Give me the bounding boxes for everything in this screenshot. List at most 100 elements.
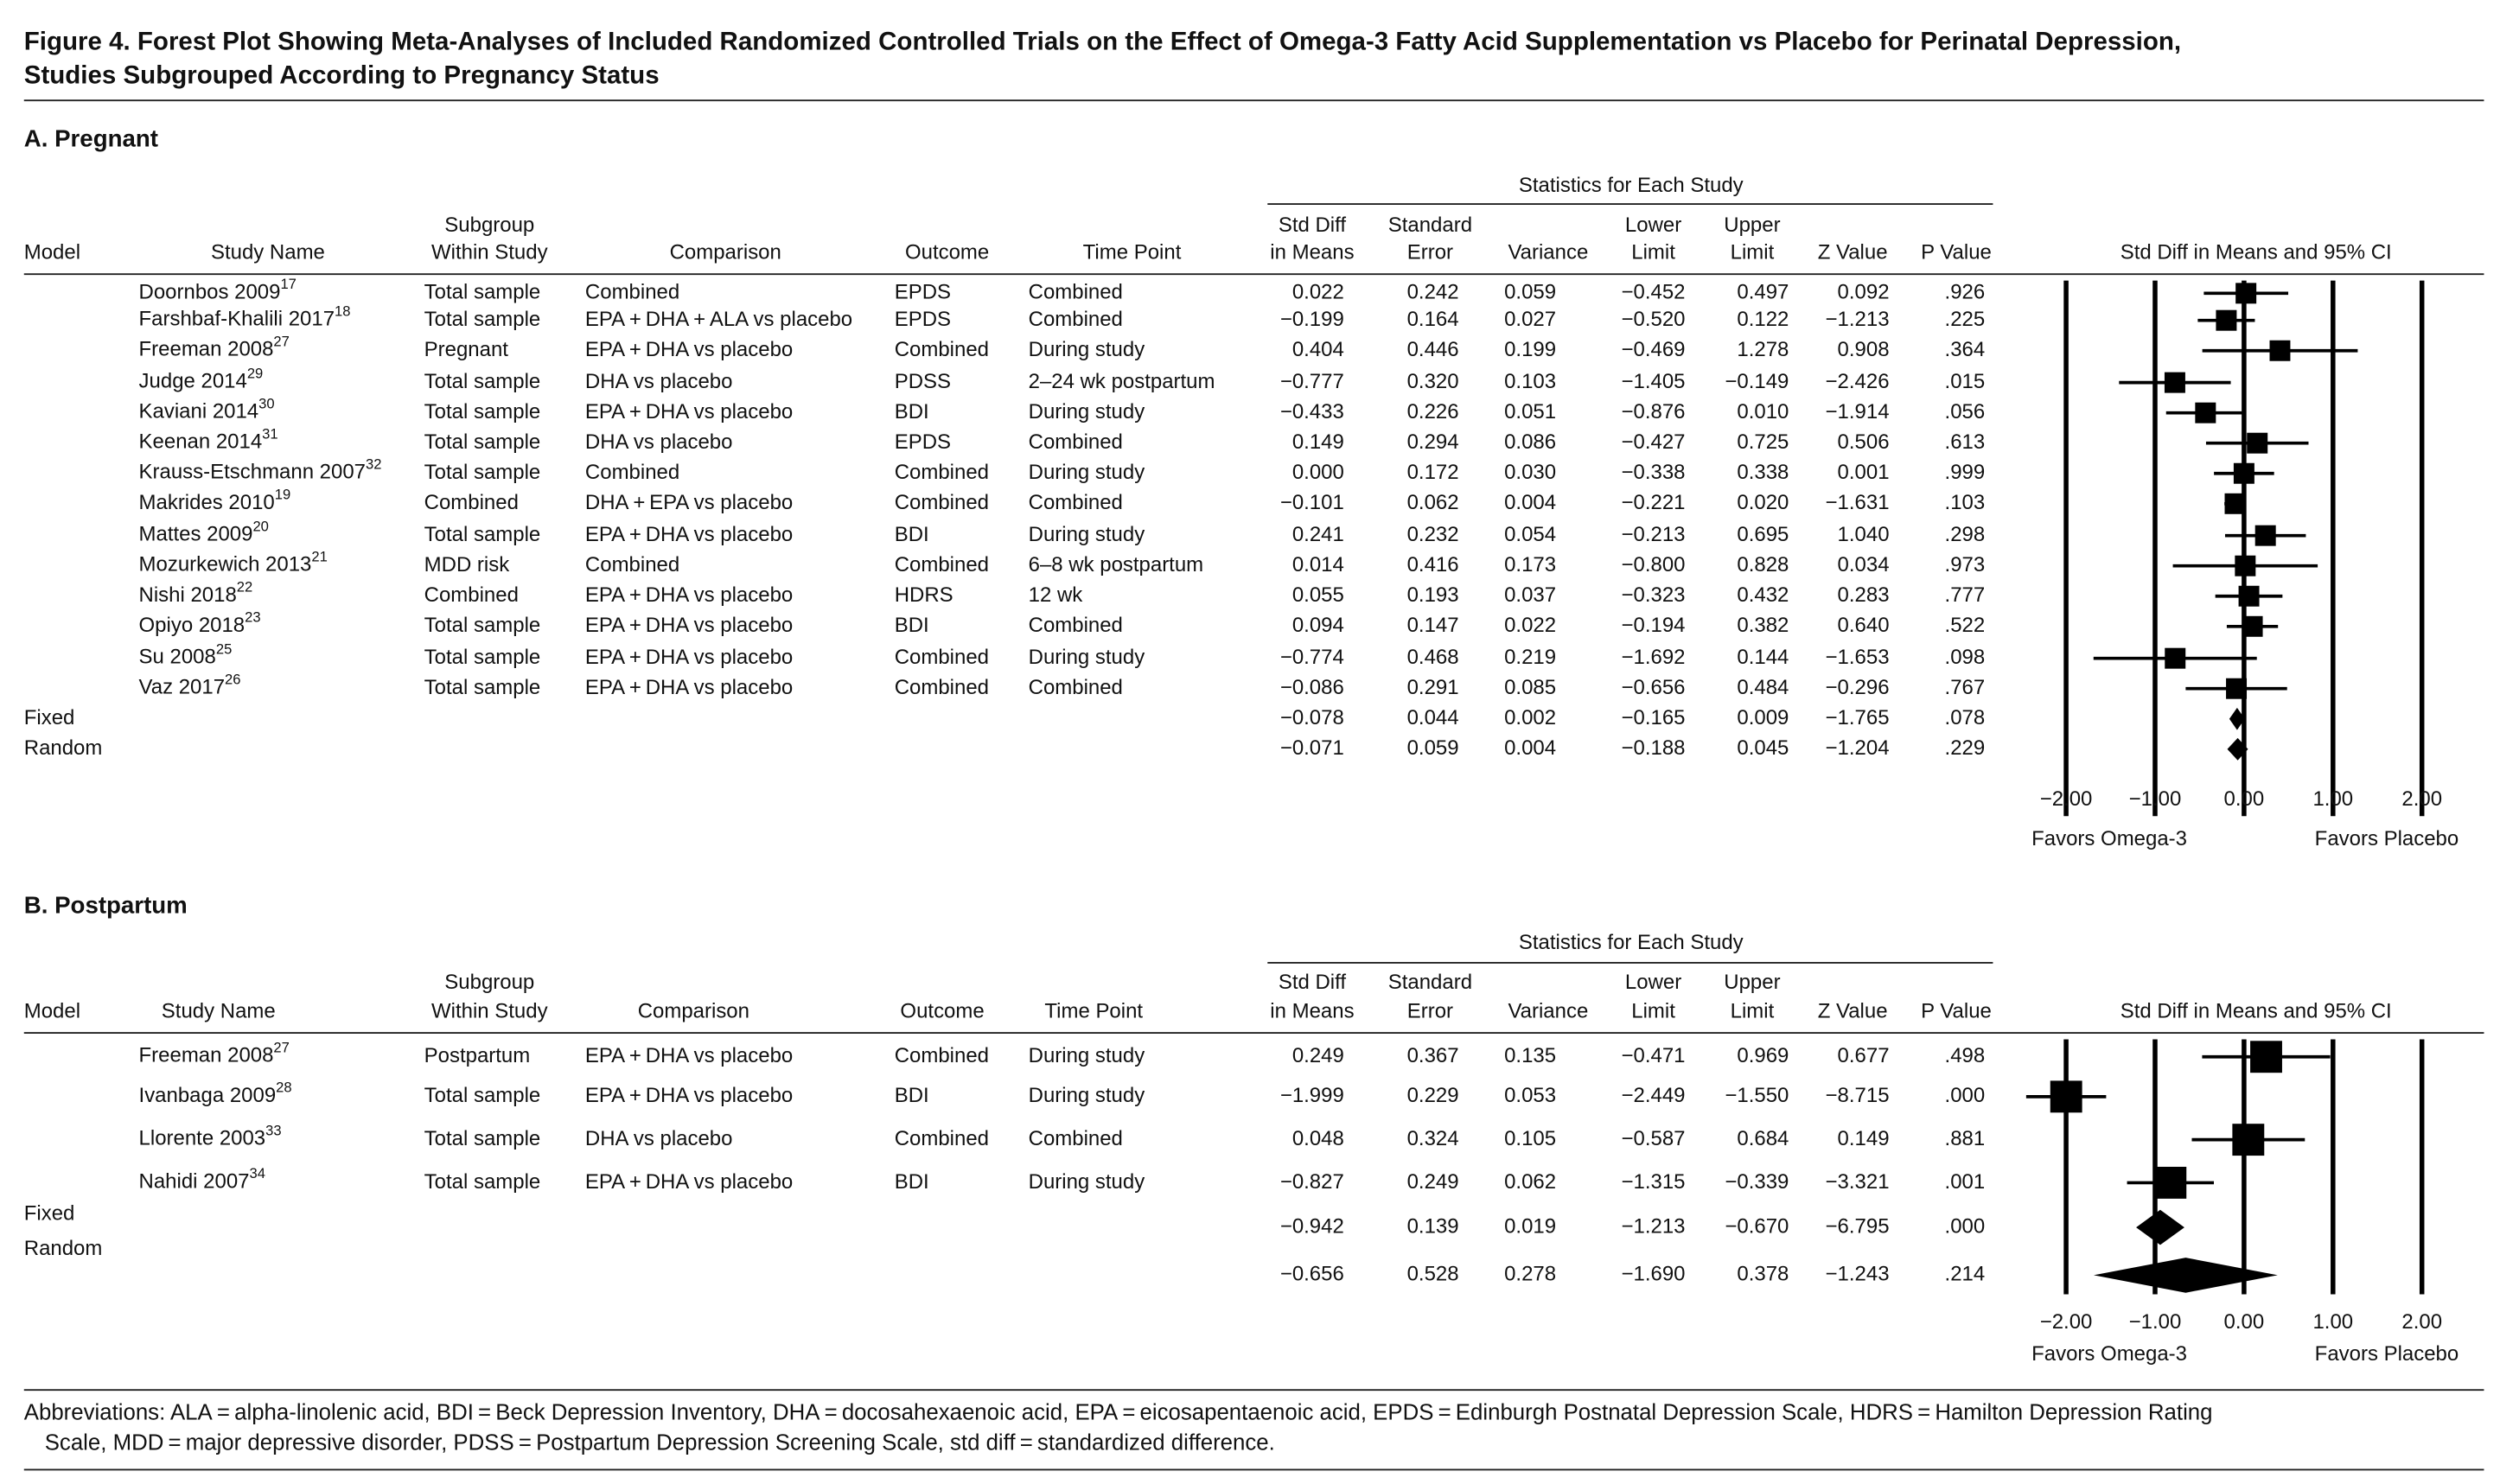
- stat-cell: .214: [1945, 1263, 1986, 1286]
- column-header: Outcome: [905, 241, 989, 264]
- stat-cell: −0.194: [1621, 614, 1685, 637]
- column-header: Limit: [1731, 241, 1775, 264]
- effect-square: [2226, 678, 2248, 699]
- column-header: Std Diff: [1279, 213, 1346, 237]
- cell-outcome: Combined: [895, 1127, 989, 1150]
- favors-label: Favors Omega-3: [2031, 827, 2187, 850]
- stat-cell: −1.405: [1621, 370, 1685, 393]
- column-header: Z Value: [1818, 241, 1888, 264]
- study-name-text: Nahidi 2007: [139, 1170, 250, 1194]
- stat-cell: 0.320: [1407, 370, 1459, 393]
- column-header: Model: [24, 999, 80, 1022]
- stat-cell: .926: [1945, 281, 1986, 304]
- stat-cell: −0.469: [1621, 338, 1685, 361]
- reference: 33: [265, 1123, 281, 1139]
- cell-comparison: Combined: [585, 281, 679, 304]
- study-name: Farshbaf-Khalili 201718: [139, 303, 351, 331]
- stat-cell: 0.105: [1504, 1127, 1556, 1150]
- stat-cell: 0.432: [1737, 583, 1789, 607]
- stat-cell: 0.054: [1504, 523, 1556, 546]
- model-label: Fixed: [24, 706, 75, 729]
- cell-comparison: DHA + EPA vs placebo: [585, 491, 793, 514]
- cell-subgroup: Total sample: [424, 461, 541, 484]
- reference: 30: [258, 396, 274, 412]
- stat-cell: −6.795: [1826, 1214, 1890, 1238]
- stat-cell: −8.715: [1826, 1084, 1890, 1107]
- study-name: Judge 201429: [139, 366, 264, 393]
- study-name: Mozurkewich 201321: [139, 549, 328, 576]
- column-header: Limit: [1631, 241, 1675, 264]
- cell-time-point: 2–24 wk postpartum: [1029, 370, 1215, 393]
- reference: 32: [366, 456, 381, 473]
- cell-time-point: During study: [1029, 1044, 1145, 1067]
- stat-cell: −0.338: [1621, 461, 1685, 484]
- cell-outcome: EPDS: [895, 430, 951, 454]
- stat-cell: −0.452: [1621, 281, 1685, 304]
- favors-label: Favors Placebo: [2315, 827, 2459, 850]
- stat-cell: 0.294: [1407, 430, 1459, 454]
- stat-cell: 0.242: [1407, 281, 1459, 304]
- stat-cell: .881: [1945, 1127, 1986, 1150]
- stat-cell: −1.631: [1826, 491, 1890, 514]
- stat-cell: .225: [1945, 308, 1986, 331]
- reference: 17: [280, 276, 296, 292]
- stat-cell: 0.034: [1838, 553, 1890, 576]
- stat-cell: 0.147: [1407, 614, 1459, 637]
- study-name-text: Mattes 2009: [139, 523, 253, 546]
- stat-cell: 0.468: [1407, 646, 1459, 669]
- cell-time-point: During study: [1029, 338, 1145, 361]
- effect-square: [2242, 615, 2263, 637]
- figure-title: Figure 4. Forest Plot Showing Meta-Analy…: [24, 28, 2181, 56]
- stat-cell: 0.283: [1838, 583, 1890, 607]
- stat-cell: .298: [1945, 523, 1986, 546]
- stat-cell: −0.587: [1621, 1127, 1685, 1150]
- study-name: Krauss-Etschmann 200732: [139, 456, 382, 484]
- stat-cell: .973: [1945, 553, 1986, 576]
- stat-cell: 0.000: [1292, 461, 1344, 484]
- effect-square: [2165, 647, 2186, 669]
- effect-square: [2269, 340, 2291, 361]
- study-name-text: Su 2008: [139, 646, 216, 669]
- stat-cell: −2.426: [1826, 370, 1890, 393]
- stat-cell: 0.382: [1737, 614, 1789, 637]
- stat-cell: .078: [1945, 706, 1986, 729]
- effect-square: [2224, 493, 2246, 514]
- stat-cell: −0.774: [1280, 646, 1344, 669]
- cell-comparison: EPA + DHA vs placebo: [585, 1044, 793, 1067]
- column-header: Within Study: [431, 999, 548, 1022]
- study-name: Keenan 201431: [139, 426, 278, 454]
- cell-subgroup: Combined: [424, 583, 519, 607]
- column-header: Comparison: [670, 241, 781, 264]
- stat-cell: 0.229: [1407, 1084, 1459, 1107]
- stat-cell: 0.404: [1292, 338, 1344, 361]
- stat-cell: 0.528: [1407, 1263, 1459, 1286]
- stat-cell: 0.059: [1407, 736, 1459, 760]
- stat-cell: −0.800: [1621, 553, 1685, 576]
- effect-square: [2238, 585, 2260, 607]
- study-name: Freeman 200827: [139, 1040, 290, 1067]
- favors-label: Favors Placebo: [2315, 1342, 2459, 1366]
- stat-cell: 0.640: [1838, 614, 1890, 637]
- stat-cell: −1.690: [1621, 1263, 1685, 1286]
- stat-cell: −0.942: [1280, 1214, 1344, 1238]
- x-tick-label: −1.00: [2129, 1310, 2182, 1334]
- study-name-text: Makrides 2010: [139, 491, 275, 514]
- stat-cell: 0.062: [1504, 1170, 1556, 1194]
- stat-cell: −0.071: [1280, 736, 1344, 760]
- cell-time-point: During study: [1029, 1084, 1145, 1107]
- stat-cell: 0.037: [1504, 583, 1556, 607]
- stat-cell: 0.378: [1737, 1263, 1789, 1286]
- stat-cell: −0.656: [1621, 676, 1685, 699]
- stat-cell: −1.213: [1621, 1214, 1685, 1238]
- reference: 19: [275, 487, 290, 503]
- column-header: Standard: [1388, 971, 1472, 994]
- plot-header: Std Diff in Means and 95% CI: [2121, 999, 2392, 1022]
- stat-cell: .015: [1945, 370, 1986, 393]
- stat-cell: −1.550: [1725, 1084, 1789, 1107]
- column-header: Lower: [1625, 971, 1681, 994]
- stat-cell: −0.876: [1621, 400, 1685, 424]
- stat-cell: −0.086: [1280, 676, 1344, 699]
- study-name-text: Judge 2014: [139, 370, 247, 393]
